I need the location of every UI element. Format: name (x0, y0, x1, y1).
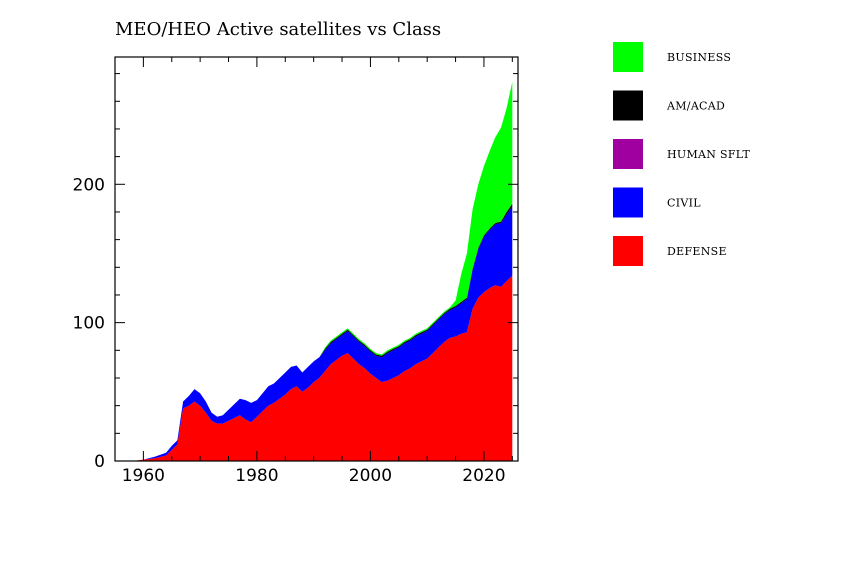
x-tick-label: 1960 (122, 466, 165, 486)
y-tick-label: 0 (94, 452, 105, 472)
x-tick-label: 1980 (235, 466, 278, 486)
legend-swatch (613, 187, 643, 218)
legend-item: HUMAN SFLT (613, 139, 750, 169)
legend-label: DEFENSE (667, 245, 727, 258)
area-civil (126, 206, 513, 461)
legend-item: BUSINESS (613, 42, 731, 72)
x-tick-label: 2020 (462, 466, 505, 486)
y-tick-label: 100 (73, 314, 105, 334)
series-areas (126, 81, 513, 462)
legend-label: CIVIL (667, 197, 701, 210)
legend-item: CIVIL (613, 187, 701, 218)
legend: BUSINESS AM/ACAD HUMAN SFLT CIVIL DEFENSE (613, 42, 750, 266)
plot-frame (114, 56, 519, 462)
legend-item: DEFENSE (613, 236, 727, 266)
area-defense (126, 275, 513, 461)
legend-item: AM/ACAD (613, 90, 725, 121)
axis-tick-labels: 0 100 200 1960 1980 2000 2020 (73, 175, 506, 486)
legend-label: BUSINESS (667, 51, 731, 64)
legend-label: HUMAN SFLT (667, 148, 750, 161)
legend-swatch (613, 42, 643, 72)
legend-swatch (613, 139, 643, 169)
y-tick-label: 200 (73, 175, 105, 195)
legend-label: AM/ACAD (666, 100, 725, 113)
chart-title: MEO/HEO Active satellites vs Class (115, 19, 441, 40)
axis-ticks (115, 57, 518, 462)
legend-swatch (613, 90, 643, 121)
x-tick-label: 2000 (349, 466, 392, 486)
legend-swatch (613, 236, 643, 266)
